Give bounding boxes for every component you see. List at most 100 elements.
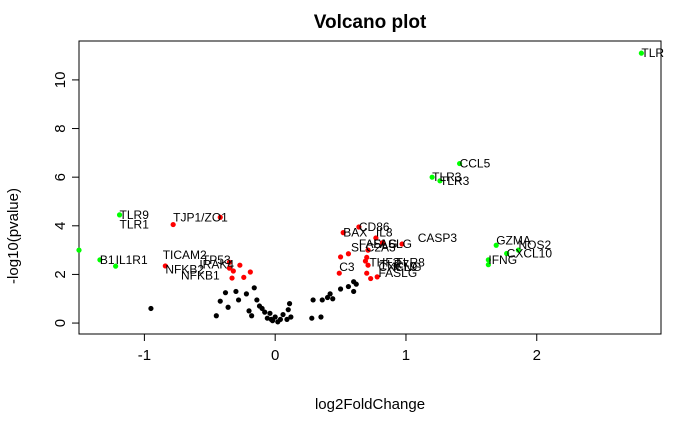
data-point-cxcl10 bbox=[504, 250, 510, 257]
data-point-tlr bbox=[638, 50, 644, 56]
point-label-il8: IL8 bbox=[376, 226, 393, 240]
data-point bbox=[267, 310, 273, 316]
data-points bbox=[76, 50, 644, 325]
data-point bbox=[262, 309, 268, 315]
point-label-cxcl10: CXCL10 bbox=[507, 247, 553, 261]
data-point bbox=[318, 314, 324, 320]
point-label-nfkb2: NFKB2 bbox=[165, 263, 204, 277]
data-point bbox=[277, 316, 284, 323]
data-point bbox=[235, 297, 242, 303]
data-point bbox=[254, 297, 260, 303]
point-label-faslg: FASLG bbox=[359, 237, 398, 251]
data-point-faslg bbox=[365, 262, 371, 268]
data-point bbox=[351, 279, 357, 285]
data-point bbox=[280, 311, 286, 318]
y-tick-label: 0 bbox=[52, 319, 69, 327]
data-point bbox=[337, 254, 344, 260]
point-label-cd86: CD86 bbox=[359, 220, 390, 234]
data-point bbox=[364, 270, 370, 276]
data-point bbox=[337, 286, 344, 292]
data-point bbox=[309, 315, 315, 321]
y-tick-label: 6 bbox=[52, 173, 69, 181]
data-point-b1 bbox=[97, 257, 103, 263]
data-point bbox=[284, 316, 290, 323]
point-label-ifng: IFNG bbox=[393, 260, 422, 274]
data-point bbox=[310, 297, 316, 303]
point-label-faslg: FASLG bbox=[373, 237, 412, 251]
data-point bbox=[213, 313, 219, 319]
point-label-gzma: GZMA bbox=[496, 233, 531, 247]
x-tick-label: 0 bbox=[271, 347, 279, 364]
data-point bbox=[374, 274, 380, 280]
data-point bbox=[345, 283, 352, 290]
data-point-nfkb1 bbox=[226, 265, 233, 271]
data-point-tlr3 bbox=[437, 178, 443, 184]
point-label-tlr3: TLR3 bbox=[440, 174, 470, 188]
data-point bbox=[222, 290, 229, 296]
point-label-cxcl9: CXCL9 bbox=[379, 260, 418, 274]
point-label-tp53: TP53 bbox=[202, 253, 231, 267]
point-label-tlr: TLR bbox=[641, 46, 664, 60]
x-tick-label: 1 bbox=[402, 347, 410, 364]
data-point-tjp1-zo1 bbox=[217, 214, 223, 220]
data-point-slc2a3 bbox=[365, 247, 371, 253]
x-tick-label: 2 bbox=[533, 347, 541, 364]
data-point bbox=[485, 262, 491, 268]
data-point bbox=[76, 247, 82, 253]
point-label-casp3: CASP3 bbox=[418, 231, 458, 245]
data-point-irak4 bbox=[162, 263, 168, 269]
x-tick-label: -1 bbox=[138, 347, 151, 364]
data-point bbox=[148, 305, 154, 312]
data-point bbox=[229, 275, 235, 281]
data-point bbox=[286, 301, 293, 307]
data-point bbox=[327, 291, 333, 297]
data-point-c3 bbox=[336, 270, 342, 276]
data-point-tlr9 bbox=[116, 212, 123, 218]
point-label-ticam2: TICAM2 bbox=[163, 248, 207, 262]
data-point bbox=[249, 313, 255, 319]
point-label-ifng: IFNG bbox=[488, 253, 517, 267]
data-point bbox=[225, 304, 231, 310]
data-point bbox=[217, 298, 223, 304]
data-point-il1r1 bbox=[113, 263, 119, 269]
data-point-tlr3 bbox=[429, 174, 435, 180]
plot-frame bbox=[78, 40, 662, 335]
y-tick-label: 8 bbox=[52, 124, 69, 132]
data-point bbox=[243, 291, 250, 297]
data-point bbox=[233, 288, 239, 295]
point-label-tlr9: TLR9 bbox=[120, 208, 150, 222]
y-tick-label: 2 bbox=[52, 270, 69, 278]
data-point bbox=[351, 288, 357, 295]
point-label-irak4: IRAK4 bbox=[199, 258, 234, 272]
data-point bbox=[251, 285, 257, 291]
data-point-ccl5 bbox=[456, 160, 463, 167]
data-point-nfkb1 bbox=[230, 268, 236, 274]
data-point-il8 bbox=[373, 235, 379, 241]
data-point bbox=[264, 315, 270, 321]
data-point bbox=[324, 294, 331, 301]
chart-title: Volcano plot bbox=[314, 12, 427, 33]
y-tick-label: 10 bbox=[52, 72, 69, 89]
point-label-slc2a3: SLC2A3 bbox=[351, 241, 396, 255]
data-point-tlr1 bbox=[170, 221, 176, 228]
point-label-faslg: FASLG bbox=[379, 266, 418, 280]
data-point-casp3 bbox=[399, 241, 405, 247]
point-label-nfkb1: NFKB1 bbox=[181, 269, 220, 283]
data-point bbox=[247, 269, 253, 275]
point-label-tlr3: TLR3 bbox=[432, 170, 462, 184]
point-label-thf2: THF2 bbox=[369, 255, 399, 269]
data-point bbox=[288, 314, 294, 320]
point-label-tlr1: TLR1 bbox=[120, 218, 150, 232]
data-point bbox=[345, 251, 352, 257]
point-label-tlr7: TLR7 bbox=[380, 258, 410, 272]
data-point-bax bbox=[340, 230, 346, 236]
data-point bbox=[272, 314, 278, 320]
point-label-nos2: NOS2 bbox=[518, 238, 551, 252]
data-point-ticam2 bbox=[226, 259, 233, 265]
point-label-ccl5: CCL5 bbox=[460, 157, 491, 171]
point-label-il1r1: IL1R1 bbox=[116, 253, 148, 267]
data-point-ifng bbox=[485, 257, 491, 263]
data-point bbox=[319, 297, 325, 303]
